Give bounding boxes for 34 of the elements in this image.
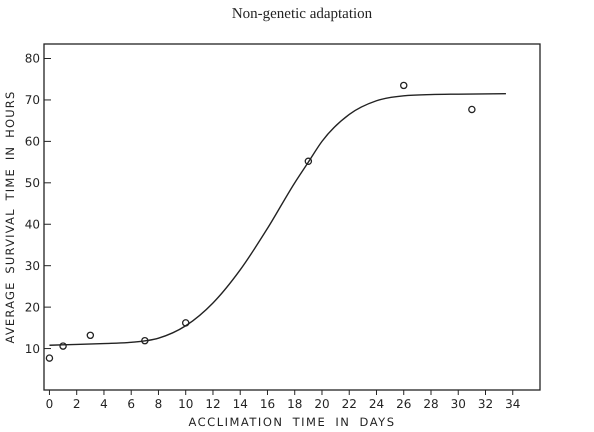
x-tick-label: 32 [478, 397, 494, 411]
point [46, 354, 54, 362]
x-tick-label: 6 [127, 397, 136, 411]
point [86, 332, 94, 340]
x-tick-label: 24 [368, 397, 384, 411]
y-tick-label: 80 [24, 52, 40, 66]
y-tick-label: 70 [24, 93, 40, 108]
y-tick-label: 20 [24, 300, 40, 314]
point [400, 82, 408, 90]
x-tick-label: 20 [314, 397, 330, 411]
x-tick-label: 10 [178, 397, 194, 411]
x-tick-label: 28 [423, 397, 439, 411]
x-tick-label: 14 [232, 397, 248, 411]
x-tick-label: 12 [205, 397, 221, 411]
x-tick-label: 22 [342, 397, 357, 411]
x-axis-title: ACCLIMATION TIME IN DAYS [188, 415, 396, 429]
x-tick-label: 18 [287, 397, 302, 411]
x-tick-label: 2 [72, 397, 81, 411]
x-tick-label: 34 [505, 397, 520, 411]
y-tick-label: 60 [24, 134, 40, 149]
y-tick-label: 30 [24, 258, 40, 273]
y-tick-label: 10 [24, 342, 40, 356]
x-tick-label: 8 [154, 397, 162, 411]
x-tick-label: 0 [46, 397, 54, 411]
y-tick-label: 40 [24, 217, 40, 232]
x-tick-label: 30 [450, 397, 466, 411]
x-tick-label: 16 [260, 397, 276, 411]
x-tick-label: 4 [100, 397, 108, 411]
y-tick-label: 50 [24, 176, 40, 190]
chart-title: Non-genetic adaptation [232, 6, 373, 22]
line-series [48, 93, 507, 346]
x-tick-label: 26 [396, 397, 412, 411]
point [468, 106, 476, 114]
y-axis-title: AVERAGE SURVIVAL TIME IN HOURS [3, 90, 17, 344]
